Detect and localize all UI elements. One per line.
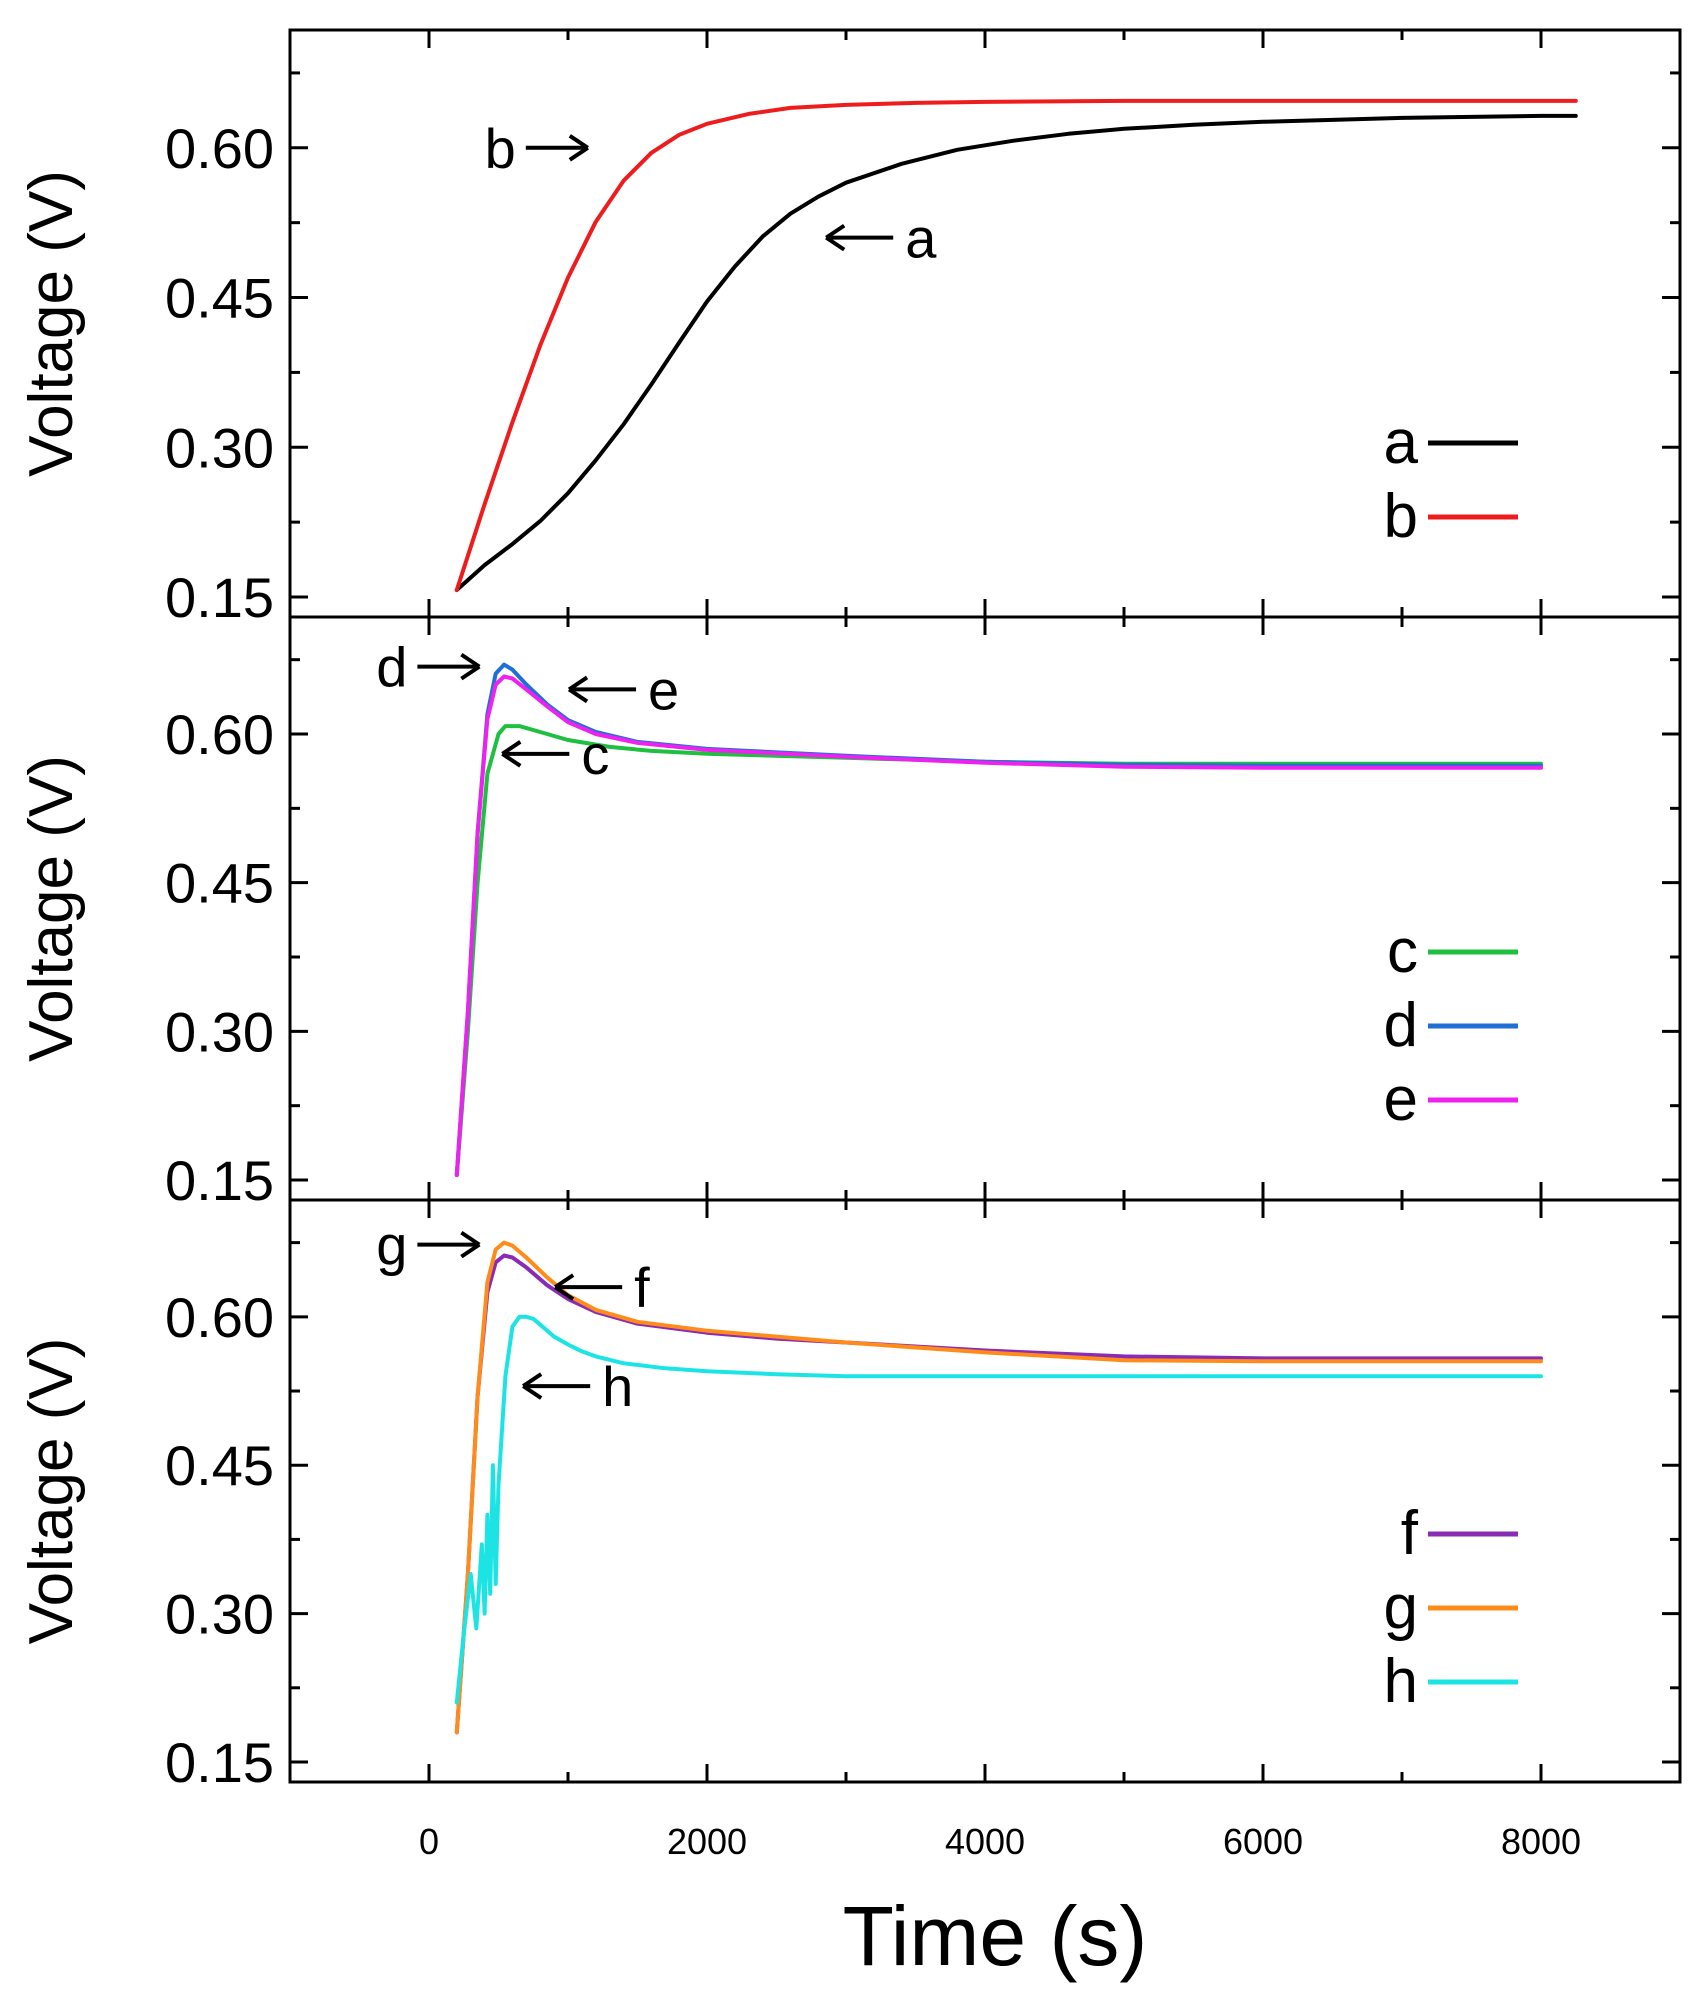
ytick-label: 0.30 [165, 1583, 274, 1646]
annotation-arrowhead-e [567, 675, 589, 704]
annotation-label-g: g [376, 1214, 407, 1277]
series-line-g [454, 1240, 1543, 1735]
xtick-label: 4000 [945, 1821, 1025, 1862]
annotation-arrowhead-g [460, 1230, 481, 1259]
legend-label-a: a [1384, 408, 1419, 477]
xtick-label: 2000 [667, 1821, 747, 1862]
ytick-label: 0.15 [165, 566, 274, 629]
ytick-label: 0.60 [165, 703, 274, 766]
annotation-label-d: d [376, 636, 407, 699]
ytick-label: 0.30 [165, 1000, 274, 1063]
xtick-label: 8000 [1501, 1821, 1581, 1862]
annotation-label-h: h [602, 1355, 633, 1418]
series-line-h [454, 1314, 1543, 1705]
annotation-arrowhead-f [554, 1273, 575, 1301]
series-line-c [454, 724, 1543, 1177]
annotation-label-a: a [905, 207, 937, 270]
xtick-label: 0 [419, 1821, 439, 1862]
legend-label-c: c [1387, 917, 1418, 986]
legend-label-e: e [1384, 1065, 1418, 1134]
series-line-b [454, 98, 1578, 592]
annotation-label-c: c [581, 723, 609, 786]
xtick-label: 6000 [1223, 1821, 1303, 1862]
annotation-arrowhead-h [522, 1372, 543, 1400]
series-line-a [454, 113, 1578, 592]
series-line-f [454, 1253, 1543, 1735]
y-axis-label: Voltage (V) [17, 170, 86, 477]
legend-label-f: f [1401, 1499, 1419, 1568]
series-line-e [454, 674, 1543, 1177]
annotation-label-b: b [485, 117, 516, 180]
x-axis-label: Time (s) [843, 1889, 1148, 1983]
ytick-label: 0.60 [165, 117, 274, 180]
ytick-label: 0.15 [165, 1149, 274, 1212]
annotation-arrowhead-a [825, 223, 846, 252]
annotation-arrowhead-b [568, 134, 589, 162]
annotation-label-e: e [648, 658, 679, 721]
series-line-d [454, 662, 1543, 1177]
ytick-label: 0.45 [165, 1434, 274, 1497]
ytick-label: 0.60 [165, 1286, 274, 1349]
ytick-label: 0.15 [165, 1731, 274, 1794]
legend-label-h: h [1384, 1647, 1418, 1716]
y-axis-label: Voltage (V) [17, 755, 86, 1062]
ytick-label: 0.30 [165, 416, 274, 479]
legend-label-d: d [1384, 991, 1418, 1060]
ytick-label: 0.45 [165, 267, 274, 330]
annotation-arrowhead-d [460, 652, 481, 681]
annotation-label-f: f [634, 1256, 650, 1319]
ytick-label: 0.45 [165, 852, 274, 915]
annotation-arrowhead-c [501, 740, 522, 768]
y-axis-label: Voltage (V) [17, 1338, 86, 1645]
legend-label-g: g [1384, 1573, 1418, 1642]
legend-label-b: b [1384, 482, 1418, 551]
panel-2-frame [288, 615, 1682, 1202]
